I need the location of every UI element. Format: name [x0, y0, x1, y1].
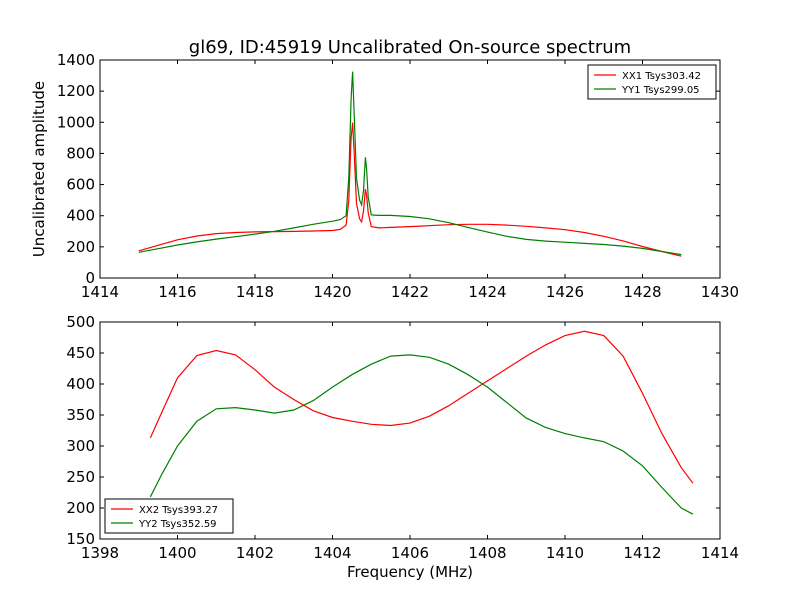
x-tick-label: 1416: [158, 283, 196, 301]
y-tick-label: 1200: [57, 82, 95, 100]
bottom-spectrum-panel: 1398 1400 1402 1404 1406 1408 1410 1412 1414 150 2…: [66, 313, 739, 581]
legend: XX2 Tsys393.27 YY2 Tsys352.59: [104, 498, 234, 534]
series-line-yy1-tsys299-05: [138, 71, 682, 256]
y-tick-label: 250: [66, 468, 95, 486]
y-tick-label: 0: [85, 269, 95, 287]
y-tick-label: 300: [66, 437, 95, 455]
x-tick-label: 1408: [468, 544, 506, 562]
x-tick-label: 1414: [701, 544, 739, 562]
y-tick-label: 200: [66, 238, 95, 256]
x-tick-label: 1422: [391, 283, 429, 301]
y-tick-label: 800: [66, 144, 95, 162]
x-tick-label: 1400: [158, 544, 196, 562]
legend-label: YY2 Tsys352.59: [138, 519, 217, 530]
y-axis-label: Uncalibrated amplitude: [30, 81, 48, 257]
top-spectrum-panel: 1414 1416 1418 1420 1422 1424 1426 1428 1430 0 200…: [30, 51, 739, 301]
x-tick-label: 1424: [468, 283, 506, 301]
x-tick-label: 1398: [81, 544, 119, 562]
legend-box: [104, 498, 234, 534]
x-tick-label: 1418: [236, 283, 274, 301]
y-tick-label: 400: [66, 375, 95, 393]
legend-label: XX1 Tsys303.42: [622, 71, 701, 82]
x-axis-label: Frequency (MHz): [347, 563, 473, 581]
y-tick-label: 600: [66, 176, 95, 194]
y-tick-label: 200: [66, 499, 95, 517]
x-tick-label: 1420: [313, 283, 351, 301]
figure-title: gl69, ID:45919 Uncalibrated On-source sp…: [189, 37, 631, 58]
series-line-yy2-tsys352-59: [149, 354, 694, 515]
x-tick-label: 1414: [81, 283, 119, 301]
y-tick-label: 1400: [57, 51, 95, 69]
x-tick-label: 1428: [623, 283, 661, 301]
x-tick-label: 1410: [546, 544, 584, 562]
y-tick-label: 350: [66, 406, 95, 424]
x-tick-label: 1402: [236, 544, 274, 562]
x-tick-label: 1404: [313, 544, 351, 562]
y-tick-label: 150: [66, 530, 95, 548]
legend-label: YY1 Tsys299.05: [621, 85, 700, 96]
x-tick-label: 1412: [623, 544, 661, 562]
x-tick-label: 1426: [546, 283, 584, 301]
x-tick-label: 1406: [391, 544, 429, 562]
y-tick-label: 450: [66, 344, 95, 362]
series-line-xx2-tsys393-27: [149, 330, 694, 484]
legend: XX1 Tsys303.42 YY1 Tsys299.05: [587, 64, 717, 100]
y-tick-label: 400: [66, 207, 95, 225]
legend-label: XX2 Tsys393.27: [139, 505, 218, 516]
x-tick-label: 1430: [701, 283, 739, 301]
y-tick-label: 500: [66, 313, 95, 331]
legend-box: [587, 64, 717, 100]
y-tick-label: 1000: [57, 113, 95, 131]
